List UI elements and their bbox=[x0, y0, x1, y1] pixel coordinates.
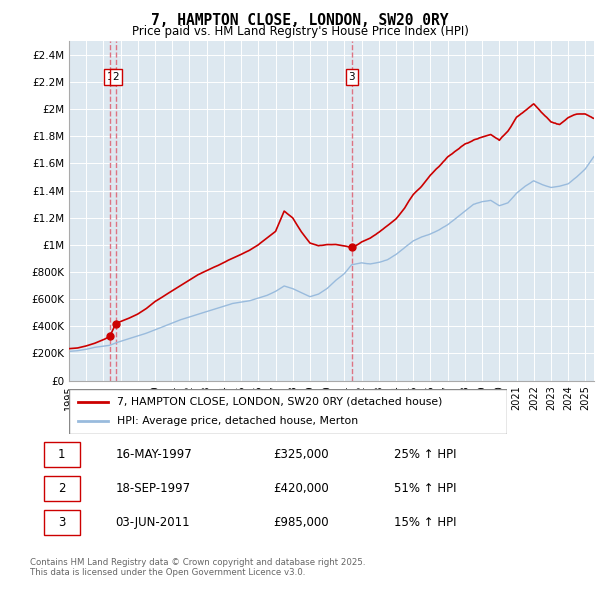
Text: £985,000: £985,000 bbox=[273, 516, 329, 529]
Text: Contains HM Land Registry data © Crown copyright and database right 2025.
This d: Contains HM Land Registry data © Crown c… bbox=[30, 558, 365, 577]
Text: 1: 1 bbox=[106, 72, 113, 82]
Text: 7, HAMPTON CLOSE, LONDON, SW20 0RY (detached house): 7, HAMPTON CLOSE, LONDON, SW20 0RY (deta… bbox=[117, 397, 443, 407]
Bar bbox=[44, 476, 80, 502]
Text: Price paid vs. HM Land Registry's House Price Index (HPI): Price paid vs. HM Land Registry's House … bbox=[131, 25, 469, 38]
Text: 1: 1 bbox=[58, 448, 65, 461]
Text: 3: 3 bbox=[58, 516, 65, 529]
Text: 25% ↑ HPI: 25% ↑ HPI bbox=[394, 448, 457, 461]
Text: 03-JUN-2011: 03-JUN-2011 bbox=[116, 516, 190, 529]
Text: 51% ↑ HPI: 51% ↑ HPI bbox=[394, 482, 457, 495]
Text: 15% ↑ HPI: 15% ↑ HPI bbox=[394, 516, 457, 529]
Text: 3: 3 bbox=[349, 72, 355, 82]
Text: £420,000: £420,000 bbox=[273, 482, 329, 495]
Text: 16-MAY-1997: 16-MAY-1997 bbox=[116, 448, 193, 461]
Bar bbox=[44, 510, 80, 535]
Bar bbox=[44, 442, 80, 467]
Text: 18-SEP-1997: 18-SEP-1997 bbox=[116, 482, 191, 495]
Text: 2: 2 bbox=[113, 72, 119, 82]
Text: £325,000: £325,000 bbox=[273, 448, 329, 461]
Text: 2: 2 bbox=[58, 482, 65, 495]
Text: HPI: Average price, detached house, Merton: HPI: Average price, detached house, Mert… bbox=[117, 417, 358, 426]
Text: 7, HAMPTON CLOSE, LONDON, SW20 0RY: 7, HAMPTON CLOSE, LONDON, SW20 0RY bbox=[151, 13, 449, 28]
